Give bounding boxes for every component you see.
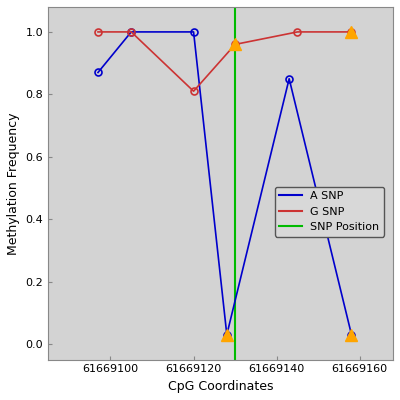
- Legend: A SNP, G SNP, SNP Position: A SNP, G SNP, SNP Position: [275, 186, 384, 236]
- Y-axis label: Methylation Frequency: Methylation Frequency: [7, 112, 20, 254]
- X-axis label: CpG Coordinates: CpG Coordinates: [168, 380, 273, 393]
